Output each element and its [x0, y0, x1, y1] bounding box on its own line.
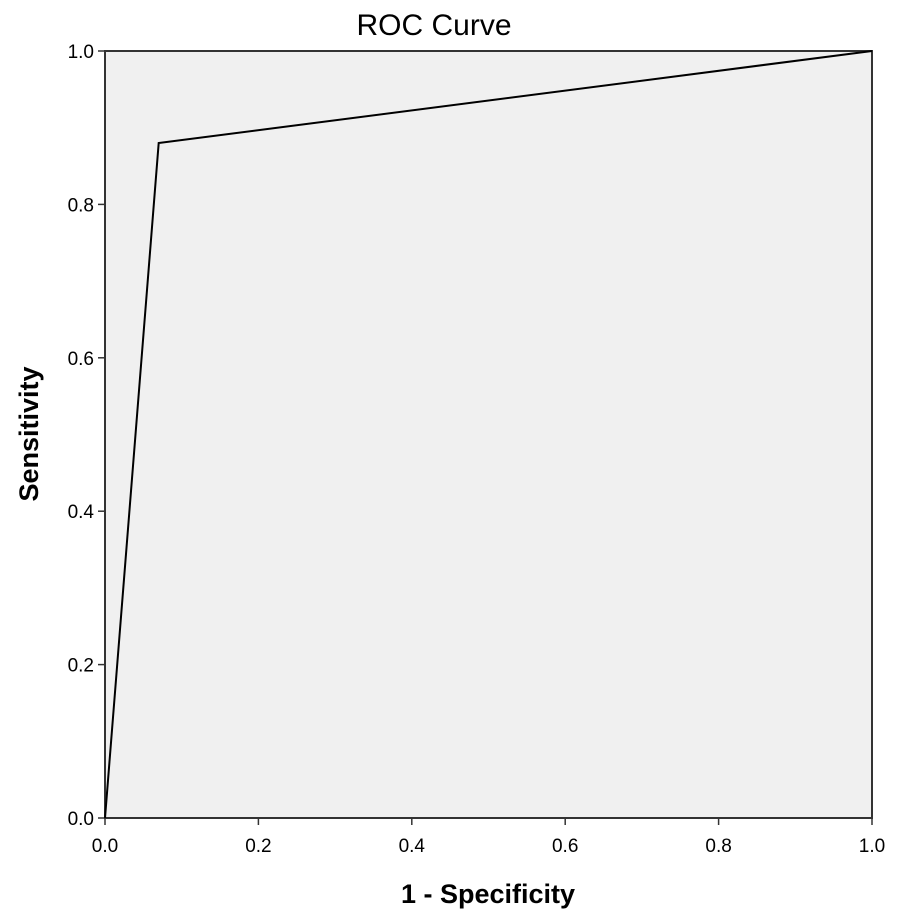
x-tick-label: 0.8 [705, 836, 731, 857]
y-axis-title: Sensitivity [14, 366, 44, 501]
x-tick-label: 0.4 [399, 836, 426, 857]
y-tick-label: 0.6 [68, 349, 94, 370]
y-tick-label: 0.0 [68, 809, 94, 830]
chart-title: ROC Curve [356, 9, 511, 42]
roc-curve-line [104, 50, 873, 819]
x-axis-ticks: 0.0 0.2 0.4 0.6 0.8 1.0 [92, 818, 885, 857]
x-tick-label: 0.6 [552, 836, 578, 857]
y-tick-label: 0.4 [68, 502, 95, 523]
y-axis-ticks: 0.0 0.2 0.4 0.6 0.8 1.0 [68, 42, 105, 830]
plot-area [104, 50, 873, 819]
y-tick-label: 0.8 [68, 195, 94, 216]
x-axis-title: 1 - Specificity [401, 879, 575, 909]
y-tick-label: 1.0 [68, 42, 94, 63]
x-tick-label: 0.0 [92, 836, 118, 857]
y-tick-label: 0.2 [68, 656, 94, 677]
series-layer [104, 50, 873, 819]
x-tick-label: 1.0 [859, 836, 885, 857]
x-tick-label: 0.2 [245, 836, 271, 857]
